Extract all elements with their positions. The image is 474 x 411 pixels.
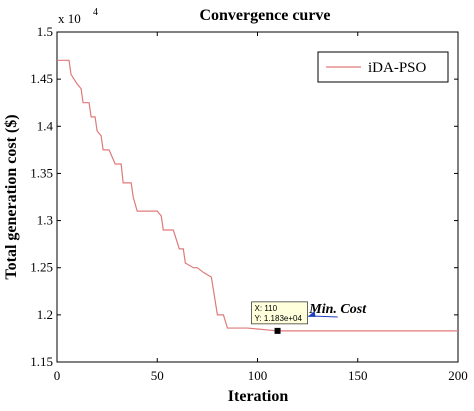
annotation-arrow-head (307, 310, 316, 317)
y-tick-label: 1.4 (37, 118, 54, 133)
x-tick-label: 200 (448, 368, 468, 383)
x-tick-label: 150 (348, 368, 368, 383)
y-tick-label: 1.2 (37, 307, 53, 322)
y-tick-label: 1.15 (30, 354, 53, 369)
series-line-ida-pso (57, 59, 458, 332)
axis-ticks: 0 50 100 150 200 1.15 1.2 1.25 1.3 1.35 1.4 1.45 1.5 (30, 24, 468, 383)
min-cost-label: Min. Cost (308, 302, 367, 317)
legend: iDA-PSO (317, 51, 449, 83)
y-multiplier: x 10 4 (58, 7, 98, 26)
y-tick-label: 1.35 (30, 165, 53, 180)
y-tick-label: 1.5 (37, 24, 53, 39)
x-tick-label: 100 (248, 368, 268, 383)
y-tick-label: 1.25 (30, 260, 53, 275)
y-tick-label: 1.45 (30, 71, 53, 86)
y-multiplier-label: x 10 (58, 11, 81, 26)
series-layer (57, 59, 458, 332)
chart-title: Convergence curve (199, 7, 330, 24)
y-tick-label: 1.3 (37, 213, 53, 228)
x-axis-title: Iteration (228, 388, 289, 405)
y-multiplier-exponent: 4 (93, 7, 98, 18)
x-tick-label: 0 (54, 368, 61, 383)
datatip-x: X: 110 (255, 304, 278, 313)
min-cost-marker (274, 327, 281, 334)
y-axis-title: Total generation cost ($) (3, 114, 20, 279)
datatip-y: Y: 1.183e+04 (255, 314, 303, 323)
legend-label-ida-pso: iDA-PSO (368, 60, 427, 76)
x-tick-label: 50 (151, 368, 164, 383)
datatip-box (251, 301, 308, 325)
